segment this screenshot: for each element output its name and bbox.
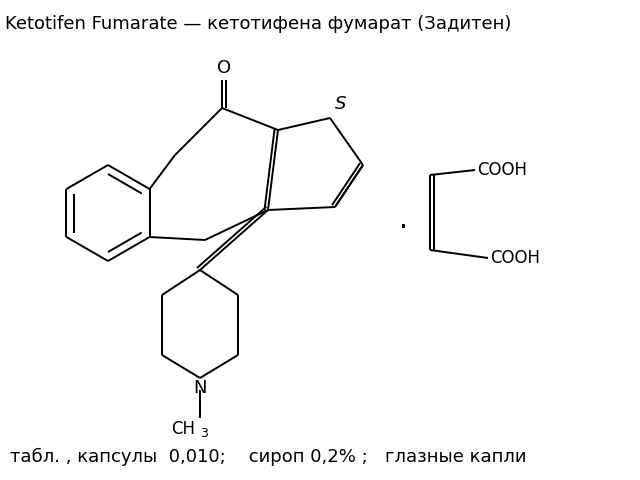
Text: табл. , капсулы  0,010;    сироп 0,2% ;   глазные капли: табл. , капсулы 0,010; сироп 0,2% ; глаз…: [10, 448, 527, 466]
Text: CH: CH: [171, 420, 195, 438]
Text: Ketotifen Fumarate — кетотифена фумарат (Задитен): Ketotifen Fumarate — кетотифена фумарат …: [5, 15, 511, 33]
Text: S: S: [335, 95, 346, 113]
Text: 3: 3: [200, 427, 208, 440]
Text: N: N: [193, 379, 207, 397]
Text: COOH: COOH: [490, 249, 540, 267]
Text: ·: ·: [399, 214, 408, 242]
Text: O: O: [217, 59, 231, 77]
Text: COOH: COOH: [477, 161, 527, 179]
